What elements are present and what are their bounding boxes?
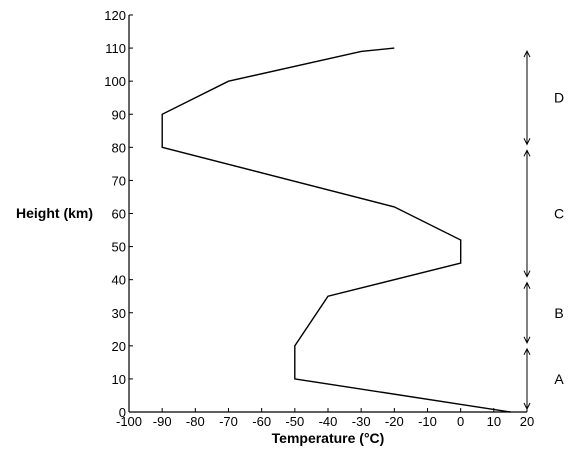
y-tick-labels: 0 10 20 30 40 50 60 70 80 90 100 110 120	[104, 8, 133, 420]
y-tick-label: 70	[112, 173, 126, 188]
layer-marker-c: C	[523, 149, 564, 278]
x-tick-label: -80	[186, 414, 205, 429]
y-tick-label: 0	[119, 405, 126, 420]
x-tick-label: -70	[219, 414, 238, 429]
arrowhead-down-icon	[523, 138, 531, 146]
arrowhead-down-icon	[523, 402, 531, 411]
x-tick-label: -90	[153, 414, 172, 429]
y-tick-label: 30	[112, 306, 126, 321]
arrowhead-up-icon	[523, 281, 531, 289]
y-tick-label: 10	[112, 372, 126, 387]
arrowhead-down-icon	[523, 270, 531, 278]
arrowhead-down-icon	[523, 336, 531, 344]
x-tick-label: -20	[385, 414, 404, 429]
x-tick-label: -60	[252, 414, 271, 429]
arrowhead-up-icon	[523, 49, 531, 58]
y-tick-label: 110	[105, 41, 126, 56]
layer-marker-d: D	[523, 49, 564, 146]
layer-label: C	[554, 206, 564, 222]
layer-markers: A B C D	[523, 49, 564, 411]
y-tick-label: 60	[112, 207, 126, 222]
y-axis-label: Height (km)	[16, 205, 93, 221]
layer-label: A	[554, 371, 564, 387]
y-tick-label: 40	[112, 273, 126, 288]
x-tick-label: -10	[418, 414, 437, 429]
arrowhead-up-icon	[523, 347, 531, 356]
y-tick-label: 80	[112, 140, 126, 155]
temperature-profile-line	[161, 47, 511, 413]
x-tick-labels: -100 -90 -80 -70 -60 -50 -40 -30 -20 -10 0 10 20	[116, 408, 534, 429]
x-tick-label: -50	[285, 414, 304, 429]
x-tick-label: -100	[116, 414, 142, 429]
y-tick-label: 100	[104, 74, 126, 89]
y-tick-label: 90	[112, 107, 126, 122]
y-tick-label: 50	[112, 240, 126, 255]
x-tick-label: 10	[487, 414, 501, 429]
x-tick-label: 20	[520, 414, 534, 429]
y-tick-label: 120	[104, 8, 126, 23]
axes	[128, 15, 527, 413]
y-tick-label: 20	[112, 339, 126, 354]
layer-label: D	[554, 90, 564, 106]
layer-marker-b: B	[523, 281, 564, 344]
x-tick-label: 0	[457, 414, 464, 429]
layer-marker-a: A	[523, 347, 564, 411]
x-tick-label: -30	[352, 414, 371, 429]
x-axis-label: Temperature (°C)	[272, 430, 385, 446]
arrowhead-up-icon	[523, 149, 531, 157]
layer-label: B	[554, 305, 563, 321]
x-tick-label: -40	[319, 414, 338, 429]
